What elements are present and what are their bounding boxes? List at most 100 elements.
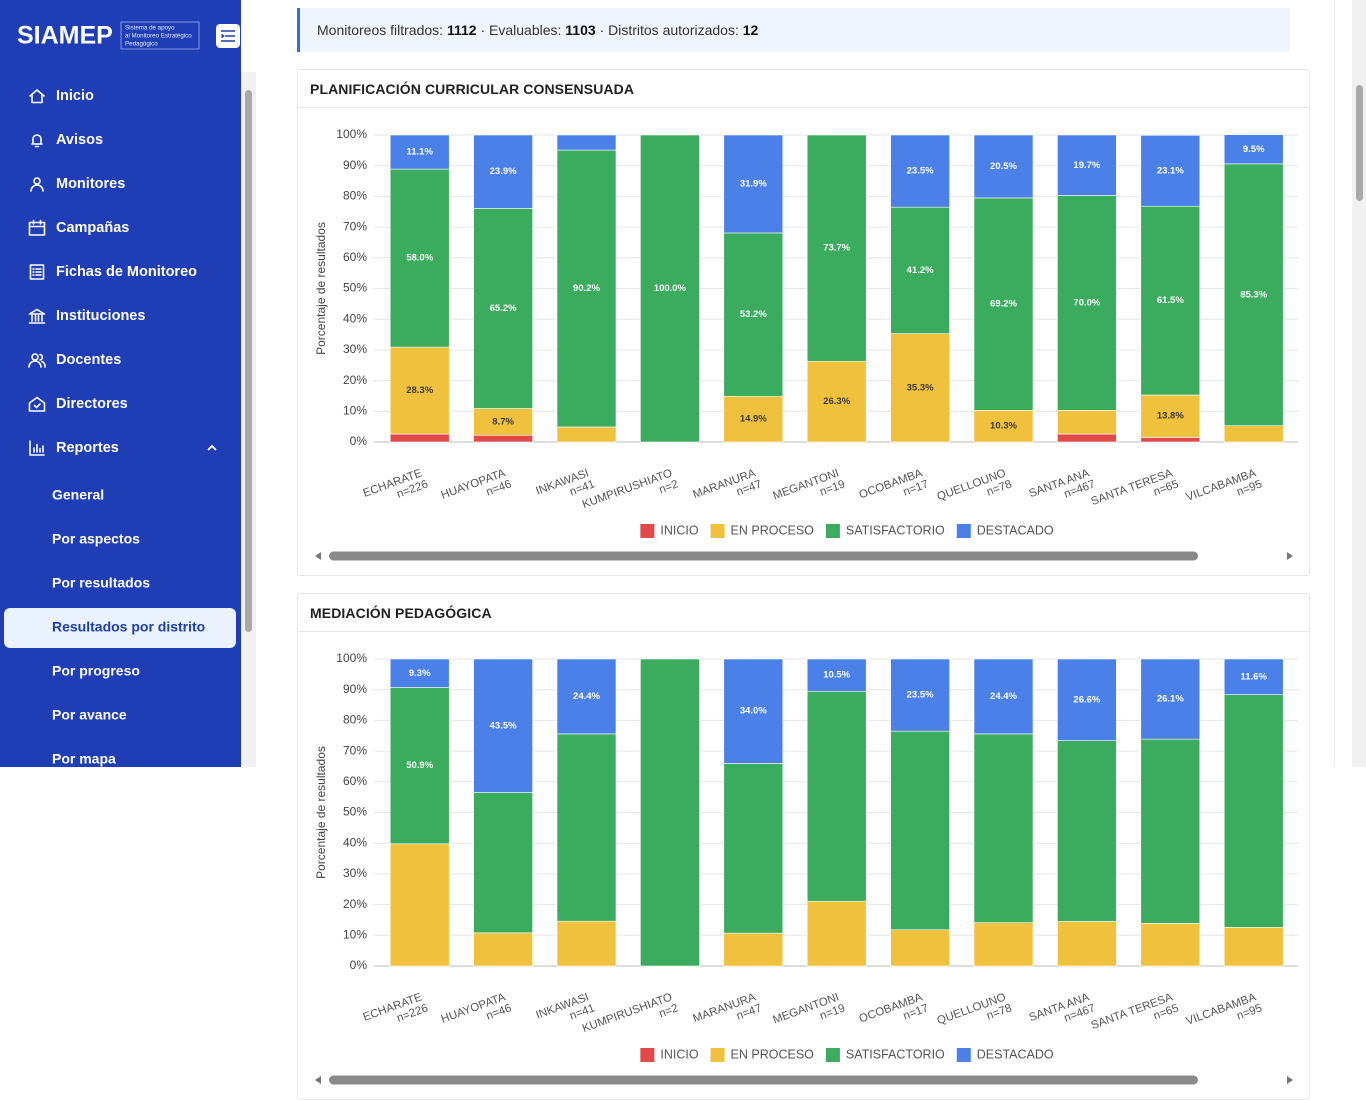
legend-item[interactable]: SATISFACTORIO <box>825 1047 945 1062</box>
bar-segment <box>473 434 533 443</box>
bar-segment <box>1140 658 1201 740</box>
menu-item[interactable]: Reportes <box>29 440 217 456</box>
bar-segment <box>1223 694 1284 928</box>
bar-segment <box>1057 195 1117 411</box>
bar-segment <box>723 395 784 443</box>
menu-toggle[interactable] <box>216 24 240 48</box>
y-tick-label: 80% <box>343 713 367 727</box>
submenu-item[interactable]: Por mapa <box>52 751 116 767</box>
bar-segment <box>1223 658 1284 695</box>
sidebar-scrollbar[interactable] <box>241 72 256 767</box>
submenu-item[interactable]: General <box>52 487 104 503</box>
submenu-item[interactable]: Por progreso <box>52 663 140 679</box>
scroll-arrow[interactable] <box>315 1076 321 1084</box>
y-tick-label: 30% <box>343 342 367 356</box>
y-tick-label: 0% <box>350 434 368 448</box>
bar-segment <box>973 922 1034 967</box>
data-label: 23.9% <box>490 166 517 177</box>
scroll-arrow[interactable] <box>1287 1076 1293 1084</box>
y-tick-label: 70% <box>343 743 367 757</box>
menu-item[interactable]: Directores <box>28 396 128 412</box>
y-tick-label: 0% <box>350 958 368 972</box>
bar-segment <box>473 408 533 436</box>
legend-item[interactable]: EN PROCESO <box>710 1047 815 1062</box>
scroll-thumb[interactable] <box>329 551 1198 561</box>
legend-swatch <box>825 524 840 538</box>
data-label: 69.2% <box>990 299 1017 310</box>
summary-value: 1103 <box>565 22 596 38</box>
bar-segment <box>473 932 533 967</box>
data-label: 9.3% <box>409 668 431 679</box>
data-label: 24.4% <box>990 691 1017 702</box>
chart: 0% 10% 20% 30% 40% 50% 60% 70% 80% 90% 100% Porcent… <box>314 651 1298 1085</box>
summary-label: Monitoreos filtrados: <box>317 22 444 38</box>
legend-item[interactable]: DESTACADO <box>956 1047 1054 1062</box>
submenu-item[interactable]: Por avance <box>52 707 127 723</box>
legend-swatch <box>640 524 655 538</box>
y-tick-label: 60% <box>343 250 367 264</box>
summary-value: 12 <box>742 22 759 38</box>
legend-item[interactable]: EN PROCESO <box>710 523 815 538</box>
y-axis-label: Porcentaje de resultados <box>314 222 328 355</box>
menu-item[interactable]: Avisos <box>31 132 103 148</box>
legend-label: SATISFACTORIO <box>846 1047 945 1061</box>
menu-item[interactable]: Monitores <box>30 176 125 192</box>
bar-segment <box>723 932 784 967</box>
scroll-thumb[interactable] <box>329 1075 1198 1085</box>
data-label: 34.0% <box>740 706 767 717</box>
scroll-thumb[interactable] <box>1356 85 1363 201</box>
legend-item[interactable]: INICIO <box>640 1047 699 1062</box>
data-label: 73.7% <box>823 243 850 254</box>
submenu-item[interactable]: Por resultados <box>52 575 150 591</box>
bar-segment <box>973 134 1034 199</box>
scroll-thumb[interactable] <box>245 90 252 632</box>
menu-item[interactable]: Fichas de Monitoreo <box>29 264 198 280</box>
scroll-arrow[interactable] <box>1287 552 1293 560</box>
y-tick-label: 40% <box>343 835 367 849</box>
bar-segment <box>389 658 450 688</box>
bar-segment <box>473 208 533 409</box>
page-scrollbar[interactable] <box>1352 0 1366 767</box>
menu-label: Avisos <box>56 132 103 148</box>
menu-item[interactable]: Instituciones <box>28 308 146 324</box>
data-label: 26.6% <box>1073 694 1100 705</box>
bar-segment <box>556 658 617 735</box>
menu-icon <box>29 264 45 280</box>
menu-label: Monitores <box>56 176 125 192</box>
y-tick-label: 50% <box>343 805 367 819</box>
menu-label: Reportes <box>56 440 119 456</box>
chart-card: PLANIFICACIÓN CURRICULAR CONSENSUADA 0% 1… <box>297 69 1310 576</box>
legend-label: INICIO <box>660 1047 698 1061</box>
bar-segment <box>473 792 533 934</box>
menu-item[interactable]: Campañas <box>28 219 130 236</box>
legend-item[interactable]: SATISFACTORIO <box>825 523 945 538</box>
y-tick-label: 90% <box>343 158 367 172</box>
legend-item[interactable]: INICIO <box>640 523 699 538</box>
bar-segment <box>473 134 533 209</box>
y-axis-label: Porcentaje de resultados <box>314 746 328 879</box>
horizontal-scrollbar[interactable] <box>315 551 1293 561</box>
menu-icon <box>29 89 45 104</box>
submenu-label: Por progreso <box>52 663 140 679</box>
legend-swatch <box>710 524 725 538</box>
menu-item[interactable]: Inicio <box>29 88 94 104</box>
data-label: 10.5% <box>823 670 850 681</box>
y-tick-label: 10% <box>343 403 367 417</box>
card-header: PLANIFICACIÓN CURRICULAR CONSENSUADA <box>298 70 1309 108</box>
scroll-arrow[interactable] <box>315 552 321 560</box>
submenu-item[interactable]: Resultados por distrito <box>4 608 236 648</box>
horizontal-scrollbar[interactable] <box>315 1075 1293 1085</box>
bar-segment <box>890 929 950 967</box>
data-label: 23.5% <box>907 690 934 701</box>
y-tick-label: 90% <box>343 682 367 696</box>
menu-item[interactable]: Docentes <box>28 352 121 368</box>
data-label: 35.3% <box>907 382 934 393</box>
menu-icon <box>31 134 43 148</box>
submenu-item[interactable]: Por aspectos <box>52 531 140 547</box>
menu-label: Instituciones <box>56 308 145 324</box>
legend-item[interactable]: DESTACADO <box>956 523 1054 538</box>
logo-frame <box>120 21 200 50</box>
data-label: 26.1% <box>1157 694 1184 705</box>
data-label: 26.3% <box>823 396 850 407</box>
